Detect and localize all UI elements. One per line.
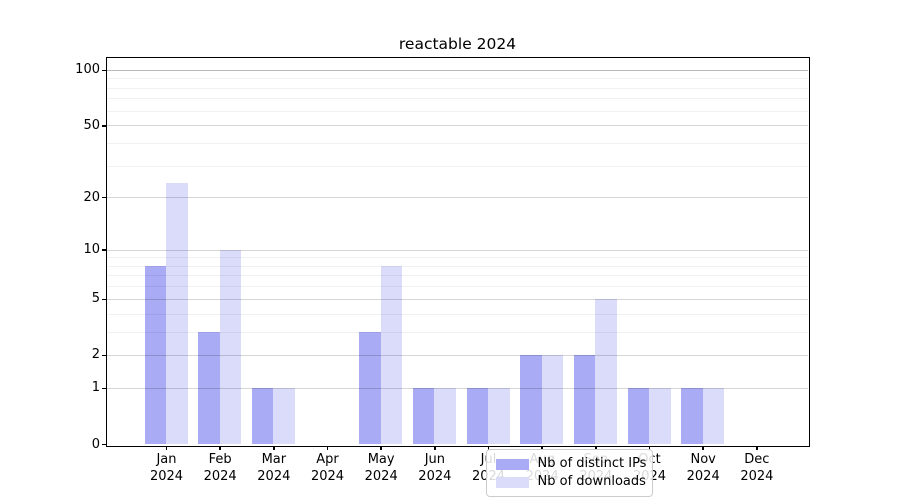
bar-nb-of-downloads-oct <box>649 387 671 444</box>
x-tick-mark-jun <box>434 446 436 450</box>
x-tick-mark-aug <box>541 446 543 450</box>
bar-nb-of-downloads-mar <box>273 387 295 444</box>
gridline-major-2 <box>106 354 808 356</box>
x-tick-label-jan: Jan 2024 <box>135 452 199 485</box>
bar-nb-of-downloads-sep <box>595 298 617 444</box>
bar-nb-of-distinct-ips-oct <box>627 387 650 444</box>
plot-inner <box>106 58 808 444</box>
gridline-minor-40 <box>106 142 808 144</box>
x-tick-label-apr: Apr 2024 <box>296 452 360 485</box>
y-tick-label-2: 2 <box>91 347 100 363</box>
bar-nb-of-distinct-ips-sep <box>573 354 596 444</box>
bar-nb-of-distinct-ips-nov <box>681 387 703 444</box>
legend: Nb of distinct IPs Nb of downloads <box>485 449 653 497</box>
bar-nb-of-downloads-jun <box>434 387 456 444</box>
legend-item-downloads: Nb of downloads <box>495 474 646 490</box>
bar-nb-of-distinct-ips-aug <box>520 354 542 444</box>
bar-nb-of-downloads-jan <box>166 183 188 444</box>
bar-nb-of-downloads-aug <box>541 354 564 444</box>
gridline-minor-80 <box>106 87 808 89</box>
x-tick-year-mar: 2024 <box>257 468 291 484</box>
legend-label-downloads: Nb of downloads <box>537 474 646 489</box>
y-tick-mark-100 <box>102 69 106 72</box>
gridline-minor-8 <box>106 265 808 267</box>
x-tick-mark-apr <box>326 446 329 450</box>
legend-label-distinct-ips: Nb of distinct IPs <box>537 456 647 471</box>
y-tick-label-50: 50 <box>83 117 100 133</box>
x-tick-year-nov: 2024 <box>686 468 720 484</box>
x-tick-mark-oct <box>648 446 651 450</box>
legend-swatch-distinct-ips <box>495 458 529 470</box>
gridline-minor-70 <box>106 98 808 100</box>
bar-nb-of-downloads-nov <box>702 387 725 444</box>
y-tick-label-100: 100 <box>75 62 100 78</box>
x-tick-mark-sep <box>595 446 597 450</box>
y-tick-label-5: 5 <box>91 291 100 307</box>
gridline-major-20 <box>106 197 808 199</box>
bar-nb-of-distinct-ips-mar <box>251 387 274 444</box>
gridline-minor-9 <box>106 257 808 259</box>
x-tick-label-mar: Mar 2024 <box>242 452 306 485</box>
gridline-minor-6 <box>106 286 808 288</box>
x-tick-year-may: 2024 <box>364 468 398 484</box>
gridline-major-50 <box>106 125 808 127</box>
x-tick-year-feb: 2024 <box>203 468 237 484</box>
y-tick-label-1: 1 <box>91 380 100 396</box>
gridline-minor-3 <box>106 331 808 333</box>
legend-swatch-downloads <box>495 476 529 488</box>
y-tick-label-10: 10 <box>83 242 100 258</box>
bar-nb-of-downloads-jul <box>488 387 510 444</box>
gridline-minor-7 <box>106 275 808 277</box>
x-tick-label-feb: Feb 2024 <box>188 452 252 485</box>
bar-nb-of-distinct-ips-feb <box>198 331 220 444</box>
x-tick-mark-may <box>380 446 382 450</box>
gridline-minor-4 <box>106 313 808 315</box>
x-tick-year-jan: 2024 <box>149 468 184 484</box>
plot-area: Nb of distinct IPs Nb of downloads <box>105 57 810 497</box>
gridline-minor-90 <box>106 78 808 80</box>
x-tick-mark-nov <box>702 446 704 450</box>
x-tick-mark-dec <box>756 446 758 450</box>
y-tick-mark-50 <box>102 125 106 127</box>
x-tick-label-may: May 2024 <box>349 452 413 485</box>
bar-nb-of-downloads-feb <box>219 249 242 444</box>
gridline-minor-60 <box>106 110 808 112</box>
x-tick-year-jun: 2024 <box>418 468 452 484</box>
bar-nb-of-downloads-may <box>380 265 403 444</box>
x-tick-label-nov: Nov 2024 <box>671 452 735 485</box>
bar-nb-of-distinct-ips-may <box>359 331 381 444</box>
gridline-minor-30 <box>106 165 808 167</box>
y-tick-mark-1 <box>102 387 106 390</box>
legend-item-distinct-ips: Nb of distinct IPs <box>495 456 646 472</box>
x-tick-mark-jul <box>487 446 490 450</box>
x-tick-year-apr: 2024 <box>310 468 345 484</box>
x-tick-label-jun: Jun 2024 <box>403 452 467 485</box>
chart-title: reactable 2024 <box>398 35 517 53</box>
x-tick-year-dec: 2024 <box>740 468 774 484</box>
y-tick-mark-20 <box>102 196 106 199</box>
y-tick-mark-2 <box>102 354 106 357</box>
bar-nb-of-distinct-ips-jul <box>466 387 489 444</box>
gridline-major-1 <box>106 387 808 389</box>
x-tick-mark-feb <box>219 446 221 450</box>
y-tick-label-20: 20 <box>83 189 100 205</box>
y-tick-mark-5 <box>102 298 106 301</box>
gridline-major-100 <box>106 69 808 71</box>
gridline-major-5 <box>106 298 808 300</box>
bar-nb-of-distinct-ips-jan <box>144 265 166 444</box>
bar-nb-of-distinct-ips-jun <box>412 387 435 444</box>
gridline-major-10 <box>106 249 808 251</box>
y-tick-label-0: 0 <box>91 436 100 452</box>
x-tick-mark-jan <box>165 446 168 450</box>
y-tick-mark-10 <box>102 249 106 251</box>
x-tick-label-dec: Dec 2024 <box>725 452 789 485</box>
x-tick-mark-mar <box>273 446 275 450</box>
y-tick-mark-0 <box>102 443 106 446</box>
